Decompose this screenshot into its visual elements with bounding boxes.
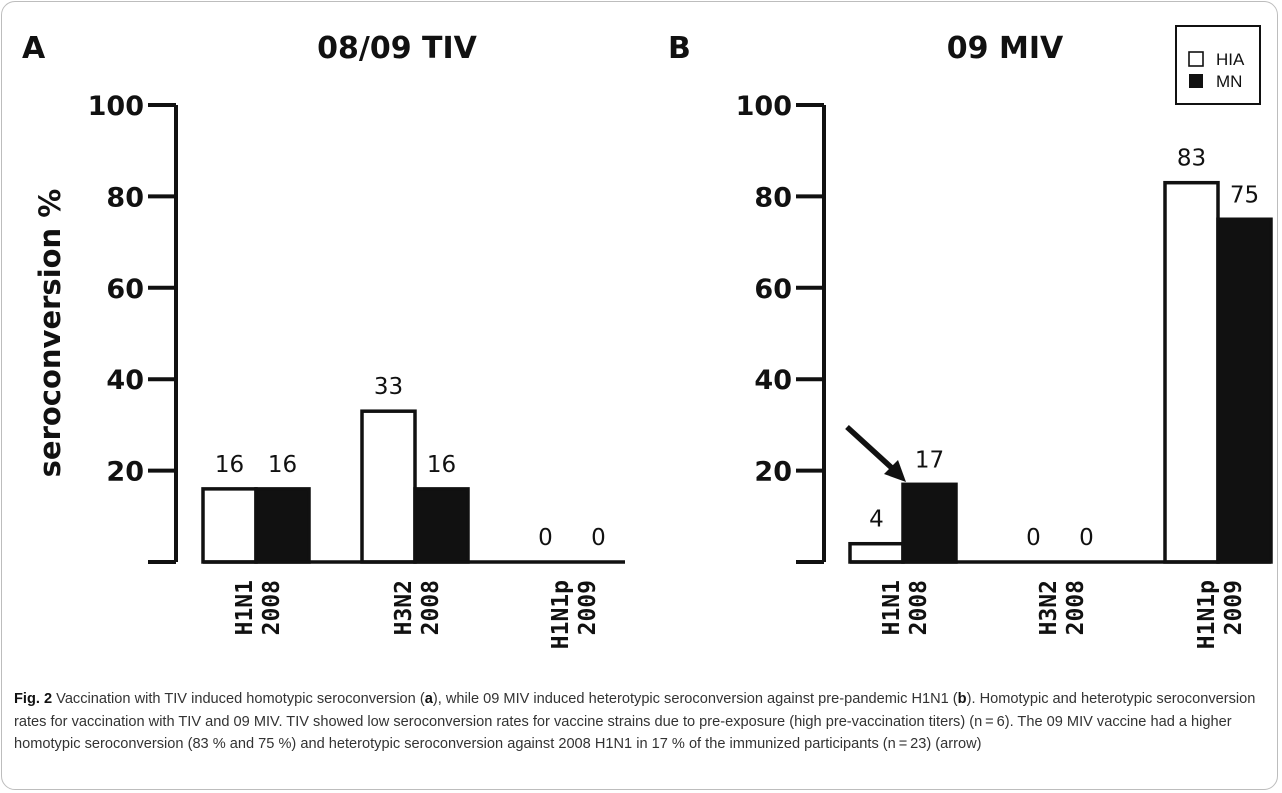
bar bbox=[254, 487, 311, 564]
y-tick-label: 80 bbox=[106, 182, 144, 213]
panel-b-label: B bbox=[668, 31, 691, 66]
bar bbox=[413, 487, 470, 564]
y-axis-title: seroconversion % bbox=[33, 189, 67, 478]
data-label: 0 bbox=[1079, 525, 1094, 551]
caption-ref-a: a bbox=[424, 691, 433, 707]
figure-caption: Fig. 2 Vaccination with TIV induced homo… bbox=[14, 688, 1272, 756]
data-label: 16 bbox=[215, 452, 244, 478]
caption-text-2: ), while 09 MIV induced heterotypic sero… bbox=[432, 691, 958, 707]
bar bbox=[360, 409, 417, 564]
caption-ref-b: b bbox=[957, 691, 967, 707]
y-tick-label: 40 bbox=[106, 365, 144, 396]
y-tick-label: 20 bbox=[106, 457, 144, 488]
bar bbox=[201, 487, 258, 564]
bar bbox=[848, 541, 905, 564]
x-tick-label: H1N1p2009 bbox=[548, 580, 601, 649]
annotation-arrow bbox=[845, 424, 906, 482]
y-tick-label: 100 bbox=[736, 91, 792, 122]
data-label: 0 bbox=[591, 525, 606, 551]
legend-label-hia: HIA bbox=[1216, 50, 1245, 69]
data-label: 0 bbox=[1026, 525, 1041, 551]
y-tick-label: 60 bbox=[754, 274, 792, 305]
y-tick-label: 80 bbox=[754, 182, 792, 213]
data-label: 16 bbox=[268, 452, 297, 478]
bar bbox=[1216, 217, 1273, 564]
x-tick-label: H1N1p2009 bbox=[1194, 580, 1247, 649]
y-tick-label: 100 bbox=[88, 91, 144, 122]
legend: HIA MN bbox=[1175, 25, 1261, 105]
caption-fig-label: Fig. 2 bbox=[14, 691, 53, 707]
data-label: 4 bbox=[869, 507, 884, 533]
legend-swatch-hia bbox=[1188, 51, 1204, 67]
panel-b-plot: 20 40 60 80 100 4 17 H1N12008 0 0 H3N22008 83 75 H1N1… bbox=[736, 91, 1273, 649]
data-label: 17 bbox=[915, 447, 944, 473]
y-tick-label: 60 bbox=[106, 274, 144, 305]
data-label: 75 bbox=[1230, 182, 1259, 208]
x-tick-label: H3N22008 bbox=[1036, 580, 1089, 635]
panel-b-title: 09 MIV bbox=[947, 31, 1064, 66]
y-tick-label: 40 bbox=[754, 365, 792, 396]
data-label: 0 bbox=[538, 525, 553, 551]
x-tick-label: H1N12008 bbox=[879, 580, 932, 635]
panel-a-title: 08/09 TIV bbox=[317, 31, 478, 66]
x-tick-label: H3N22008 bbox=[391, 580, 444, 635]
x-tick-label: H1N12008 bbox=[232, 580, 285, 635]
legend-swatch-mn bbox=[1189, 74, 1203, 88]
bar bbox=[1163, 180, 1220, 564]
legend-label-mn: MN bbox=[1216, 72, 1242, 91]
caption-text-1: Vaccination with TIV induced homotypic s… bbox=[52, 691, 425, 707]
data-label: 33 bbox=[374, 374, 403, 400]
panel-a-label: A bbox=[22, 31, 46, 66]
panel-a-plot: 20 40 60 80 100 16 16 H1N12008 33 16 H3N22008 0 0 H1N… bbox=[88, 91, 625, 649]
figure-charts: A 08/09 TIV B 09 MIV seroconversion % 20… bbox=[22, 25, 1273, 649]
data-label: 16 bbox=[427, 452, 456, 478]
y-tick-label: 20 bbox=[754, 457, 792, 488]
caption-text-3: ). Homotypic and heterotypic seroconvers… bbox=[14, 691, 1256, 752]
data-label: 83 bbox=[1177, 146, 1206, 172]
bar bbox=[901, 482, 958, 564]
